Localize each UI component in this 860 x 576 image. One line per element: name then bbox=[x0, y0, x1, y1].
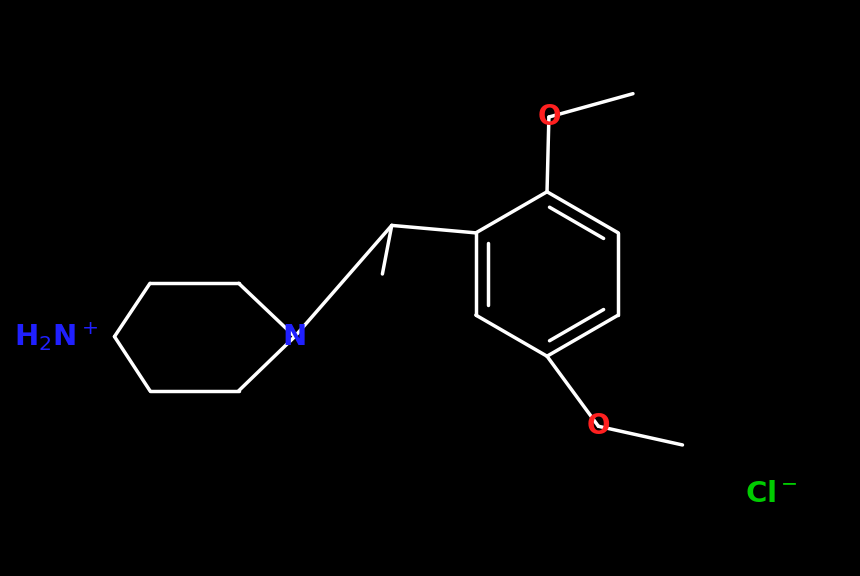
Text: O: O bbox=[538, 103, 561, 131]
Text: O: O bbox=[587, 412, 610, 440]
Text: Cl$^-$: Cl$^-$ bbox=[745, 480, 797, 507]
Text: H$_2$N$^+$: H$_2$N$^+$ bbox=[14, 320, 98, 353]
Text: N: N bbox=[283, 323, 307, 351]
